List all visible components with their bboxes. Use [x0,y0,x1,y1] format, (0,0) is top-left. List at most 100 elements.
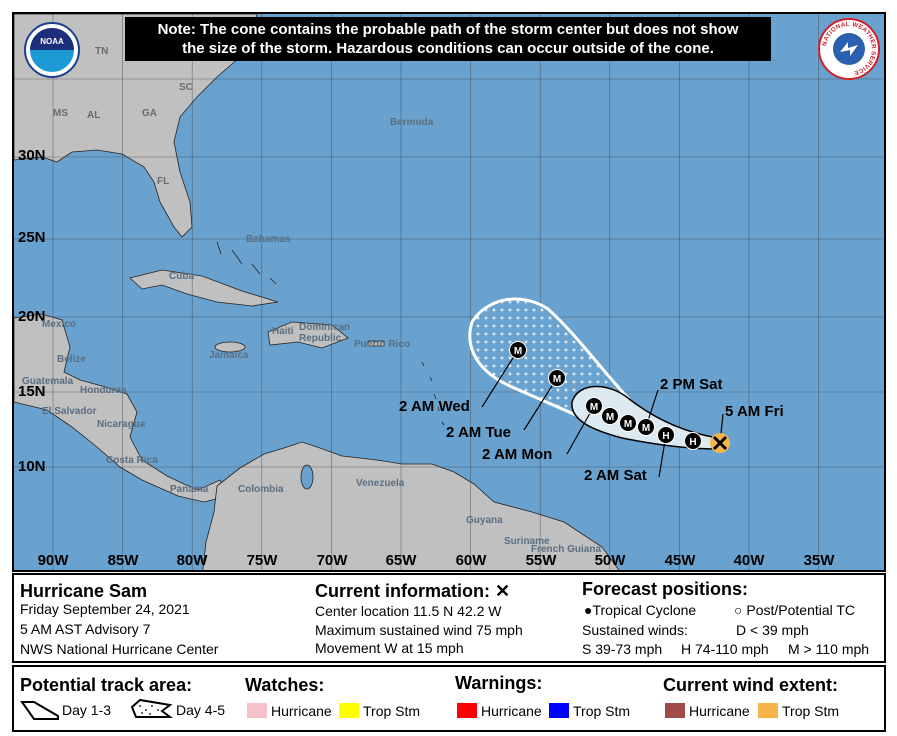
svg-text:M: M [624,419,632,430]
storm-date: Friday September 24, 2021 [20,601,190,617]
legend-tropical-cyclone: ●Tropical Cyclone [584,602,696,618]
h-range: H 74-110 mph [681,641,769,657]
watch-tropstm-label: Trop Stm [363,703,421,719]
lat-label: 10N [18,458,46,475]
forecast-label-5am-fri: 5 AM Fri [725,403,784,420]
forecast-label-2pm-sat: 2 PM Sat [660,376,723,393]
post-potential-label: Post/Potential TC [746,602,856,618]
land-us-southeast [14,14,258,238]
forecast-label-tue: 2 AM Tue [446,424,512,441]
place-label: Colombia [238,484,284,495]
land-jamaica [214,341,246,353]
s-range: S 39-73 mph [582,641,663,657]
place-label: Belize [57,354,86,365]
place-label: Mexico [42,319,76,330]
svg-text:M: M [553,374,561,385]
lon-label: 85W [107,552,139,569]
lon-label: 90W [37,552,69,569]
lon-label: 60W [455,552,487,569]
state-label: AL [87,110,101,121]
svg-text:H: H [689,437,696,448]
forecast-label-2am-sat: 2 AM Sat [584,467,647,484]
lat-label: 20N [18,308,46,325]
land-hispaniola [267,321,349,349]
forecast-point-m: M [585,397,603,415]
state-label: GA [142,108,157,119]
place-label: Haiti [272,326,294,337]
filled-circle-icon: ● [584,602,593,618]
noaa-logo: NOAA [24,22,80,78]
warnings-title: Warnings: [455,673,543,693]
wind-hurricane-swatch [665,703,685,718]
legend-panel: Potential track area: Day 1-3 Day 4-5 Wa… [12,665,886,732]
forecast-label-wed: 2 AM Wed [399,398,470,415]
lon-label: 45W [664,552,696,569]
watch-hurricane-swatch [247,703,267,718]
svg-text:H: H [662,431,669,442]
x-icon: ✕ [495,581,511,601]
current-position-x-icon [712,435,728,451]
forecast-point-h: H [684,432,702,450]
place-label: Panama [170,484,209,495]
tropical-cyclone-label: Tropical Cyclone [592,602,697,618]
day-1-3-label: Day 1-3 [62,702,112,718]
open-circle-icon: ○ [734,602,743,618]
day-4-5-cone-icon [130,698,173,718]
center-location: Center location 11.5 N 42.2 W [315,603,502,619]
land-puerto-rico [367,340,385,347]
place-label: Bermuda [390,117,434,128]
lon-label: 75W [246,552,278,569]
sustained-winds-label: Sustained winds: [582,622,688,638]
legend-post-potential: ○ Post/Potential TC [734,602,855,618]
place-label: Suriname [504,536,550,547]
advisory: 5 AM AST Advisory 7 [20,621,151,637]
place-label: Guatemala [22,376,74,387]
land-central-america [14,313,229,503]
watch-tropstm-swatch [339,703,359,718]
land [14,14,620,570]
forecast-point-m: M [601,407,619,425]
m-range: M > 110 mph [788,641,870,657]
watches-title: Watches: [245,675,325,695]
place-label: Puerto Rico [354,339,411,350]
d-range: D < 39 mph [736,622,809,638]
place-label: Guyana [466,515,503,526]
forecast-point-m: M [619,414,637,432]
place-label: French Guiana [531,544,602,555]
lat-label: 25N [18,229,46,246]
wind-hurricane-label: Hurricane [689,703,750,719]
nws-logo-graphic: NATIONAL WEATHER SERVICE [818,18,880,80]
place-label: Costa Rica [106,455,158,466]
noaa-logo-text: NOAA [40,37,64,46]
wind-tropstm-label: Trop Stm [782,703,840,719]
state-label: FL [157,176,170,187]
forecast-point-h: H [657,426,675,444]
nws-logo: NATIONAL WEATHER SERVICE [818,18,880,80]
place-label: Venezuela [356,478,405,489]
movement: Movement W at 15 mph [315,640,464,656]
state-label: TN [95,46,109,57]
watch-hurricane-label: Hurricane [271,703,332,719]
land-lesser-antilles [421,361,445,426]
warn-tropstm-swatch [549,703,569,718]
place-label: El Salvador [42,406,97,417]
track-area-title: Potential track area: [20,675,193,695]
forecast-point-m: M [509,341,527,359]
storm-name: Hurricane Sam [20,581,148,601]
storm-info-panel: Hurricane Sam Friday September 24, 2021 … [12,573,886,663]
cone-note: Note: The cone contains the probable pat… [125,17,771,61]
lake-maracaibo [300,464,314,490]
note-line-2: the size of the storm. Hazardous conditi… [182,40,714,57]
lat-label: 30N [18,147,46,164]
svg-text:M: M [642,423,650,434]
place-label: Honduras [80,385,127,396]
place-label: Dominican Republic [299,322,351,344]
lon-label: 70W [316,552,348,569]
note-line-1: Note: The cone contains the probable pat… [157,21,739,38]
grid-lines [14,14,884,570]
lat-label: 15N [18,383,46,400]
issuing-center: NWS National Hurricane Center [20,641,219,657]
state-label: MS [53,108,68,119]
